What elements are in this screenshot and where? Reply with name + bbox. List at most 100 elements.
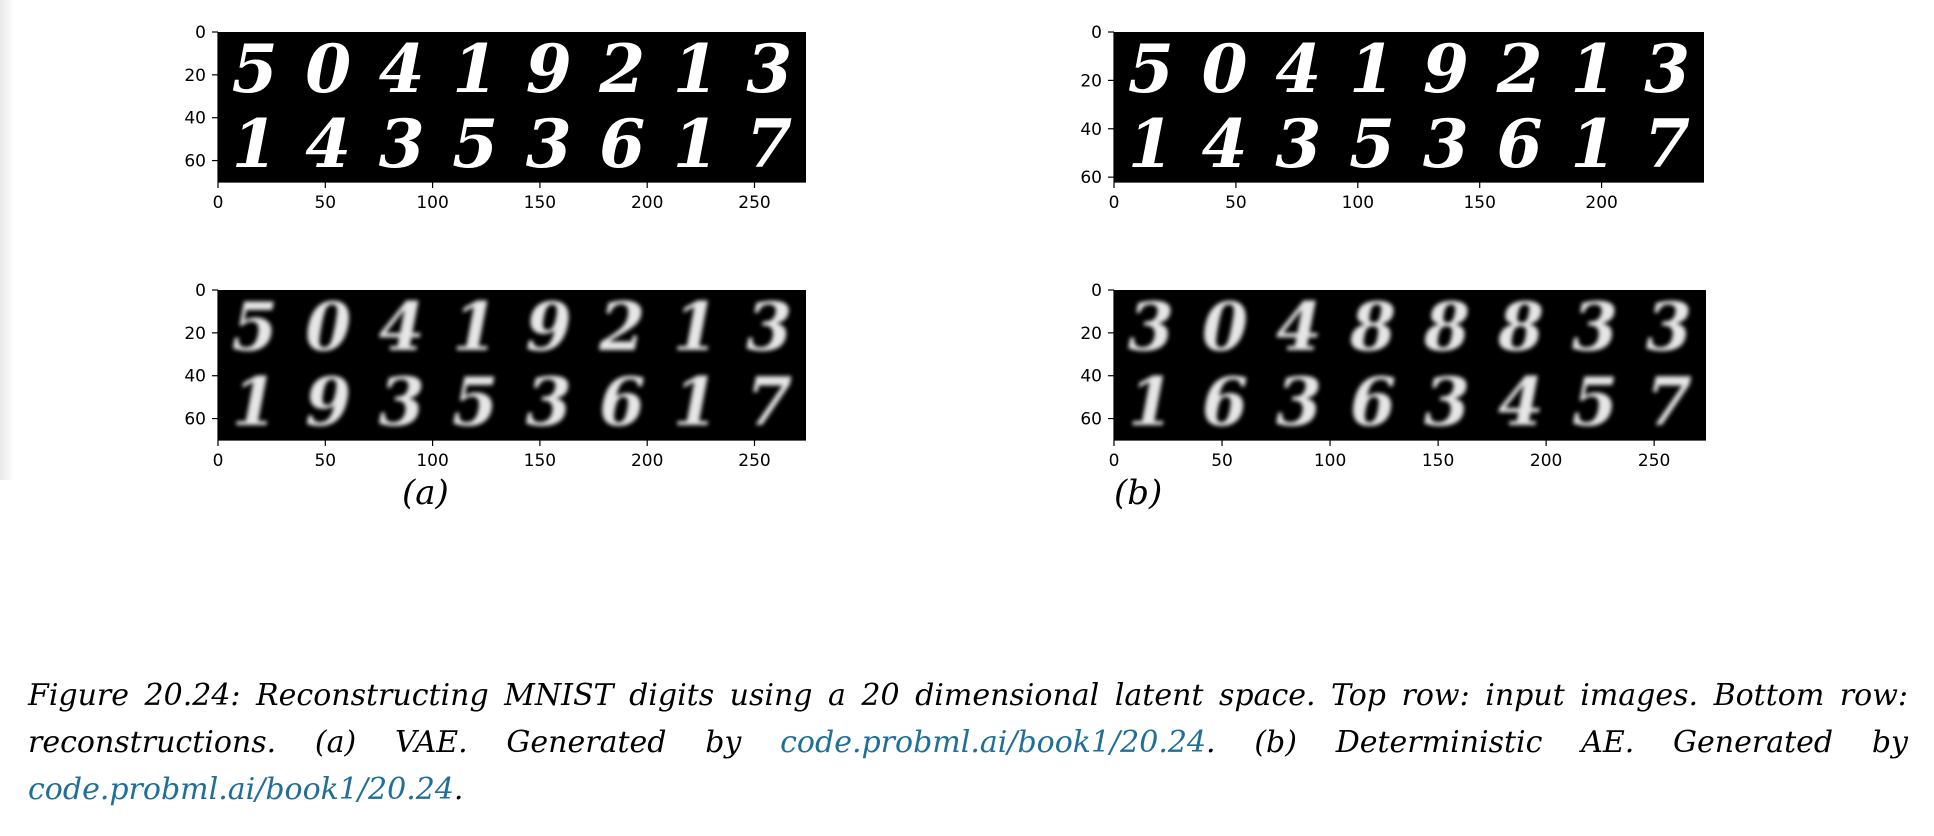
digit-glyph: 3	[379, 363, 425, 441]
digit-glyph: 6	[1202, 363, 1248, 441]
y-tick-label: 20	[184, 66, 206, 86]
digit-glyph: 2	[598, 30, 645, 108]
digit-glyph: 4	[1202, 105, 1248, 183]
digit-glyph: 0	[1202, 288, 1248, 366]
y-tick-label: 20	[1080, 71, 1102, 91]
digit-glyph: 3	[1128, 288, 1174, 366]
digit-glyph: 2	[1496, 30, 1543, 108]
digit-glyph: 1	[1570, 105, 1616, 183]
digit-glyph: 5	[232, 30, 278, 108]
figure-panel-a: 5 0 4 1 9 2 1 3 1 4 3 5 3 6 1 7 0 50 100 150 200 250 0 20 40 60 5 0…	[140, 18, 960, 518]
x-tick-label: 150	[1422, 451, 1454, 471]
digit-glyph: 9	[526, 288, 572, 366]
digit-glyph: 1	[452, 30, 498, 108]
figure-caption: Figure 20.24: Reconstructing MNIST digit…	[28, 672, 1908, 813]
digit-glyph: 1	[452, 288, 498, 366]
caption-link-ae[interactable]: code.probml.ai/book1/20.24	[28, 772, 454, 807]
digit-glyph: 9	[305, 363, 351, 441]
digit-glyph: 4	[379, 288, 425, 366]
x-tick-label: 100	[1314, 451, 1346, 471]
x-tick-label: 200	[1585, 193, 1617, 213]
digit-glyph: 4	[379, 30, 425, 108]
x-tick-label: 150	[524, 451, 556, 471]
x-tick-label: 0	[1109, 451, 1120, 471]
figure-panel-b: 5 0 4 1 9 2 1 3 1 4 3 5 3 6 1 7 0 50 100 150 200 0 20 40 60 3 0 4 8 8…	[1040, 18, 1910, 518]
digit-glyph: 7	[1646, 363, 1692, 441]
y-tick-label: 0	[195, 281, 206, 301]
digit-glyph: 7	[746, 363, 792, 441]
digit-glyph: 3	[1646, 288, 1692, 366]
panel-label-a: (a)	[402, 473, 449, 513]
y-tick-label: 0	[195, 23, 206, 43]
digit-glyph: 0	[305, 30, 351, 108]
caption-tail: .	[453, 772, 464, 807]
caption-link-vae[interactable]: code.probml.ai/book1/20.24	[780, 725, 1207, 760]
digit-glyph: 1	[1570, 30, 1616, 108]
y-tick-label: 20	[184, 324, 206, 344]
x-tick-label: 100	[416, 193, 448, 213]
page-edge-shadow	[0, 0, 14, 480]
digit-glyph: 2	[598, 288, 645, 366]
caption-lead: Figure 20.24: Reconstructing MNIST digit…	[28, 678, 1908, 760]
digit-glyph: 3	[746, 30, 792, 108]
digit-glyph: 3	[1424, 363, 1470, 441]
y-tick-label: 20	[1080, 324, 1102, 344]
x-tick-label: 0	[1109, 193, 1120, 213]
y-tick-label: 40	[184, 367, 206, 387]
x-tick-label: 250	[738, 193, 770, 213]
y-tick-label: 60	[1080, 410, 1102, 430]
digit-glyph: 5	[1572, 363, 1618, 441]
digit-glyph: 3	[1276, 363, 1322, 441]
x-tick-label: 200	[631, 193, 663, 213]
digit-glyph: 5	[452, 363, 498, 441]
digit-glyph: 8	[1349, 288, 1396, 366]
digit-glyph: 5	[452, 105, 498, 183]
digit-glyph: 4	[1276, 288, 1322, 366]
y-tick-label: 0	[1091, 281, 1102, 301]
digit-glyph: 8	[1497, 288, 1544, 366]
y-tick-label: 40	[1080, 120, 1102, 140]
digit-glyph: 5	[232, 288, 278, 366]
image-area	[1114, 290, 1706, 440]
caption-middle: . (b) Deterministic AE. Generated by	[1206, 725, 1908, 760]
image-area	[1114, 32, 1704, 182]
image-area	[218, 290, 806, 440]
x-tick-label: 50	[1211, 451, 1233, 471]
digit-glyph: 3	[379, 105, 425, 183]
x-tick-label: 0	[213, 193, 224, 213]
digit-glyph: 3	[1644, 30, 1690, 108]
digit-glyph: 0	[305, 288, 351, 366]
x-tick-label: 0	[213, 451, 224, 471]
digit-glyph: 7	[746, 105, 792, 183]
digit-glyph: 3	[526, 363, 572, 441]
digit-glyph: 3	[526, 105, 572, 183]
digit-glyph: 1	[1128, 363, 1174, 441]
digit-glyph: 6	[599, 363, 645, 441]
x-tick-label: 50	[1225, 193, 1247, 213]
digit-glyph: 1	[673, 363, 719, 441]
digit-glyph: 1	[673, 105, 719, 183]
x-tick-label: 50	[314, 451, 336, 471]
y-tick-label: 60	[184, 410, 206, 430]
digit-glyph: 1	[673, 288, 719, 366]
digit-glyph: 0	[1202, 30, 1248, 108]
x-tick-label: 50	[314, 193, 336, 213]
y-tick-label: 60	[184, 152, 206, 172]
x-tick-label: 200	[1530, 451, 1562, 471]
digit-glyph: 3	[746, 288, 792, 366]
digit-glyph: 1	[1128, 105, 1174, 183]
digit-glyph: 6	[599, 105, 645, 183]
digit-glyph: 9	[1423, 30, 1469, 108]
digit-glyph: 1	[232, 105, 278, 183]
x-tick-label: 100	[1342, 193, 1374, 213]
digit-glyph: 1	[1349, 30, 1395, 108]
x-tick-label: 150	[1463, 193, 1495, 213]
digit-glyph: 1	[232, 363, 278, 441]
digit-glyph: 3	[1423, 105, 1469, 183]
x-tick-label: 250	[738, 451, 770, 471]
digit-glyph: 5	[1128, 30, 1174, 108]
digit-glyph: 7	[1644, 105, 1690, 183]
